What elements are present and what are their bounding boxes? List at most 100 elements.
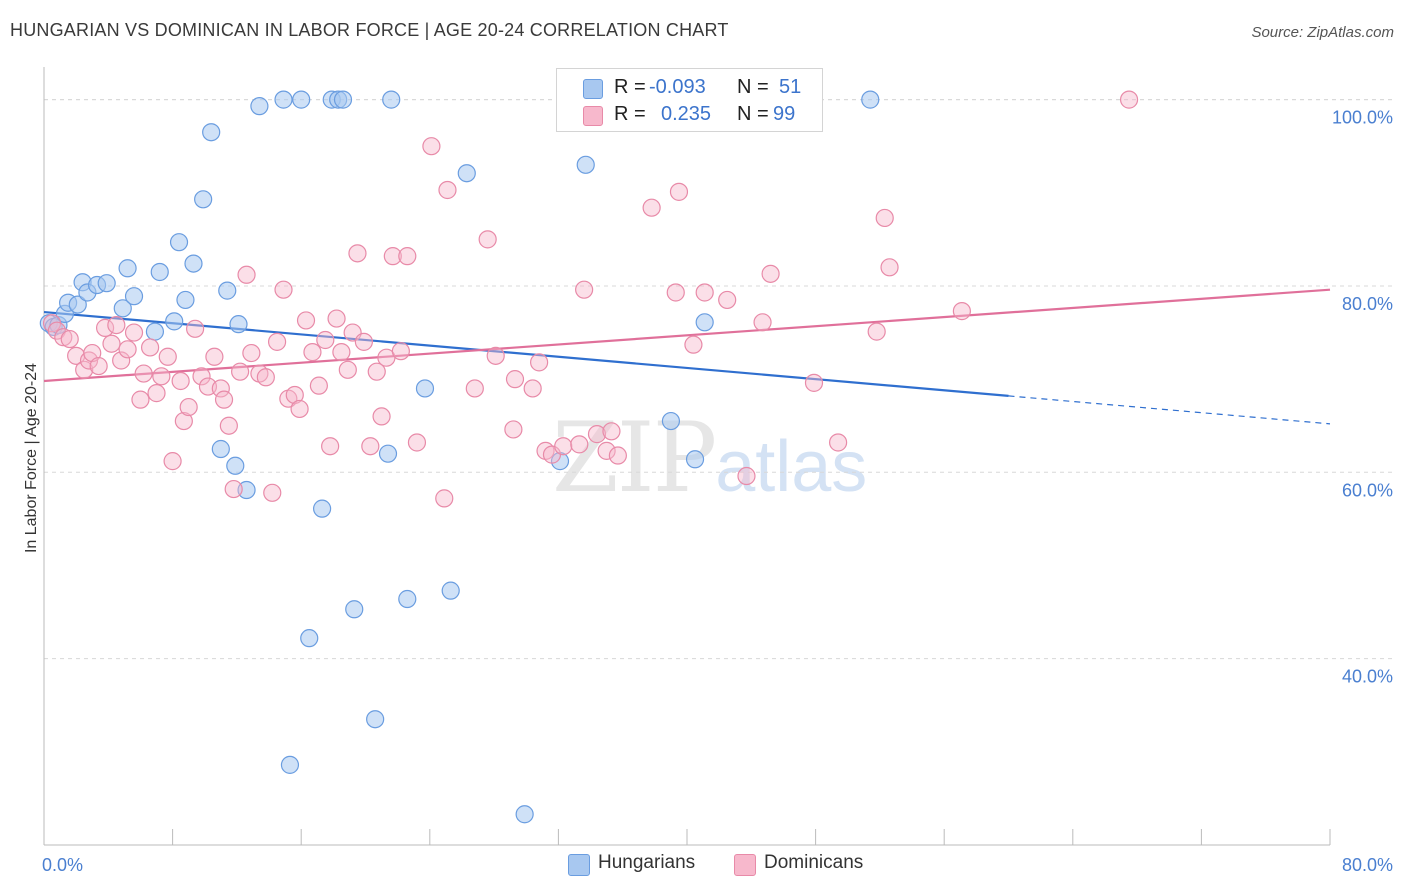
dominican-point (219, 416, 238, 435)
y-tick-label: 60.0% (1342, 480, 1393, 500)
hungarian-point (113, 299, 132, 318)
hungarian-point (250, 97, 269, 116)
x-tick-label-max: 80.0% (1342, 855, 1393, 875)
dominican-point (554, 437, 573, 456)
source-credit: Source: ZipAtlas.com (1251, 24, 1394, 41)
dominican-point (290, 399, 309, 419)
dominican-point (267, 332, 287, 351)
dominican-point (570, 435, 589, 454)
legend-label: Hungarians (598, 852, 696, 873)
dominican-point (321, 437, 340, 456)
dominican-point (147, 384, 166, 403)
y-tick-label: 80.0% (1342, 294, 1393, 314)
hungarian-point (457, 164, 476, 183)
tick-labels: 40.0% 60.0% 80.0% 100.0% 0.0% 80.0% (42, 108, 1393, 875)
hungarian-point (333, 90, 353, 109)
hungarian-point (194, 190, 213, 209)
n-label: N = (737, 76, 769, 98)
y-axis-label: In Labor Force | Age 20-24 (23, 363, 40, 553)
hungarian-point (229, 315, 248, 334)
hungarian-point (280, 755, 300, 774)
stats-row-dominicans: R = 0.235 N = 99 (557, 102, 822, 128)
r-value: 0.235 (661, 103, 712, 125)
dominican-point (422, 137, 441, 156)
dominican-point (89, 356, 108, 376)
dominican-point (1119, 90, 1139, 109)
dominican-point (118, 340, 137, 359)
dominican-point (224, 479, 243, 499)
n-label: N = (737, 103, 769, 125)
dominican-point (131, 390, 150, 409)
hungarian-point (145, 322, 165, 341)
dominican-point (192, 367, 211, 386)
dominican-point (102, 334, 121, 353)
dominican-point (348, 244, 367, 263)
dominican-point (398, 247, 417, 266)
dominican-point (867, 322, 886, 341)
dominican-point (332, 343, 351, 362)
dominican-point (256, 368, 275, 387)
dominican-point (753, 313, 772, 332)
dominican-point (523, 379, 542, 398)
axes (43, 67, 1331, 846)
dominicans-legend-icon (734, 854, 756, 876)
hungarian-point (218, 281, 237, 300)
hungarians-trend-extension (1008, 395, 1331, 425)
dominican-point (354, 332, 373, 351)
dominican-point (684, 335, 703, 354)
chart-title: HUNGARIAN VS DOMINICAN IN LABOR FORCE | … (10, 20, 729, 40)
dominicans-trend-line (43, 288, 1331, 383)
dominican-point (163, 452, 182, 471)
dominican-point (666, 283, 685, 302)
trend-lines (43, 288, 1331, 425)
hungarian-point (211, 439, 230, 459)
hungarian-point (165, 312, 184, 331)
dominican-point (575, 280, 594, 299)
dominican-point (829, 433, 848, 452)
legend-label: Dominicans (764, 852, 864, 873)
dominican-point (54, 328, 73, 347)
dominican-point (186, 319, 205, 338)
hungarian-point (184, 254, 203, 273)
hungarian-point (378, 444, 398, 463)
dominican-point (211, 379, 230, 398)
dominican-point (231, 362, 250, 381)
dominican-point (112, 351, 131, 370)
dominican-point (435, 489, 454, 508)
hungarian-point (169, 233, 189, 252)
dominican-point (952, 302, 971, 321)
hungarian-point (366, 710, 385, 729)
dominican-point (361, 437, 380, 456)
dominican-point (285, 385, 304, 405)
r-label: R = (614, 103, 646, 125)
dominican-point (124, 323, 144, 342)
dominican-point (608, 446, 627, 465)
dominican-point (95, 318, 115, 337)
hungarian-point (150, 262, 169, 282)
dominican-point (391, 342, 410, 361)
dominican-point (587, 425, 607, 444)
dominican-point (274, 280, 293, 299)
r-value: -0.093 (649, 76, 706, 98)
hungarian-point (382, 90, 401, 109)
hungarian-point (398, 589, 417, 609)
hungarian-point (292, 90, 311, 109)
dominican-point (504, 420, 523, 439)
watermark-atlas: atlas (715, 427, 868, 507)
dominican-point (171, 371, 190, 391)
n-value: 99 (773, 103, 796, 125)
dominican-point (505, 370, 525, 389)
r-label: R = (614, 76, 646, 98)
dominican-point (158, 347, 177, 366)
hungarian-point (661, 411, 681, 431)
dominican-point (718, 290, 737, 310)
dominican-point (296, 311, 316, 330)
dominican-point (140, 338, 160, 357)
stats-row-hungarians: R = -0.093 N = 51 (557, 75, 822, 101)
hungarians-legend-icon (568, 854, 590, 876)
dominican-point (875, 208, 894, 228)
hungarian-point (202, 123, 221, 142)
dominican-point (407, 433, 427, 452)
hungarian-point (441, 581, 460, 600)
